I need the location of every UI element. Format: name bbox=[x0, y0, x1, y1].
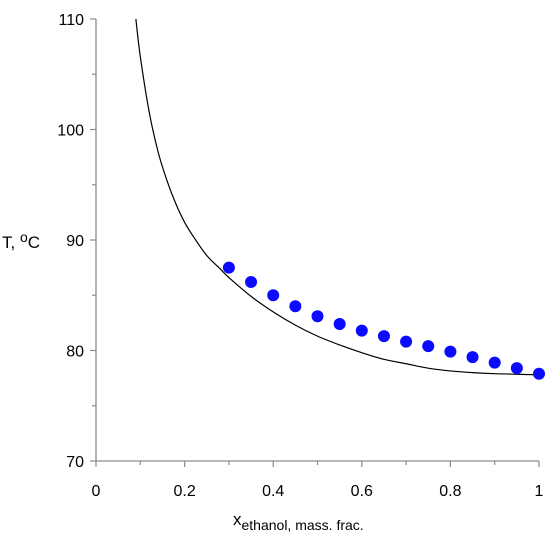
x-axis-title-main: x bbox=[233, 510, 242, 529]
data-point bbox=[355, 324, 368, 337]
y-tick-label: 110 bbox=[58, 12, 84, 29]
x-tick-label: 0.6 bbox=[351, 483, 373, 500]
model-curve bbox=[135, 18, 540, 376]
x-axis-title-subscript: ethanol, bbox=[242, 517, 292, 533]
data-point bbox=[533, 367, 545, 380]
y-tick-label: 100 bbox=[57, 123, 84, 140]
x-axis-title-unit: mass. frac. bbox=[291, 517, 363, 533]
y-axis-ticks: 70 80 90 100 110 bbox=[57, 12, 96, 471]
data-point bbox=[422, 340, 435, 353]
data-point bbox=[488, 356, 501, 369]
x-tick-label: 0 bbox=[92, 483, 101, 500]
data-point bbox=[333, 317, 346, 330]
model-curve-layer bbox=[135, 18, 540, 376]
data-point bbox=[289, 300, 302, 313]
data-points-layer bbox=[222, 261, 545, 380]
plot-area bbox=[135, 18, 545, 380]
data-point bbox=[400, 335, 413, 348]
x-tick-label: 0.2 bbox=[173, 483, 195, 500]
data-point bbox=[267, 289, 280, 302]
y-axis-title-main: T, bbox=[2, 233, 20, 252]
data-point bbox=[466, 351, 479, 364]
y-tick-label: 90 bbox=[66, 233, 84, 250]
data-point bbox=[311, 310, 324, 323]
x-axis-ticks: 0 0.2 0.4 0.6 0.8 1 bbox=[92, 461, 544, 500]
y-axis-title: T, oC bbox=[2, 229, 40, 252]
x-tick-label: 0.4 bbox=[262, 483, 284, 500]
y-axis-title-superscript: o bbox=[20, 229, 28, 245]
data-point bbox=[377, 330, 390, 343]
data-point bbox=[222, 261, 235, 274]
y-tick-label: 70 bbox=[66, 454, 84, 471]
data-point bbox=[444, 345, 457, 358]
data-point bbox=[510, 362, 523, 375]
x-tick-label: 1 bbox=[535, 483, 544, 500]
x-tick-label: 0.8 bbox=[439, 483, 461, 500]
y-axis-title-unit: C bbox=[28, 233, 40, 252]
y-tick-label: 80 bbox=[66, 344, 84, 361]
data-point bbox=[245, 275, 258, 288]
x-axis-title: xethanol, mass. frac. bbox=[233, 510, 364, 533]
